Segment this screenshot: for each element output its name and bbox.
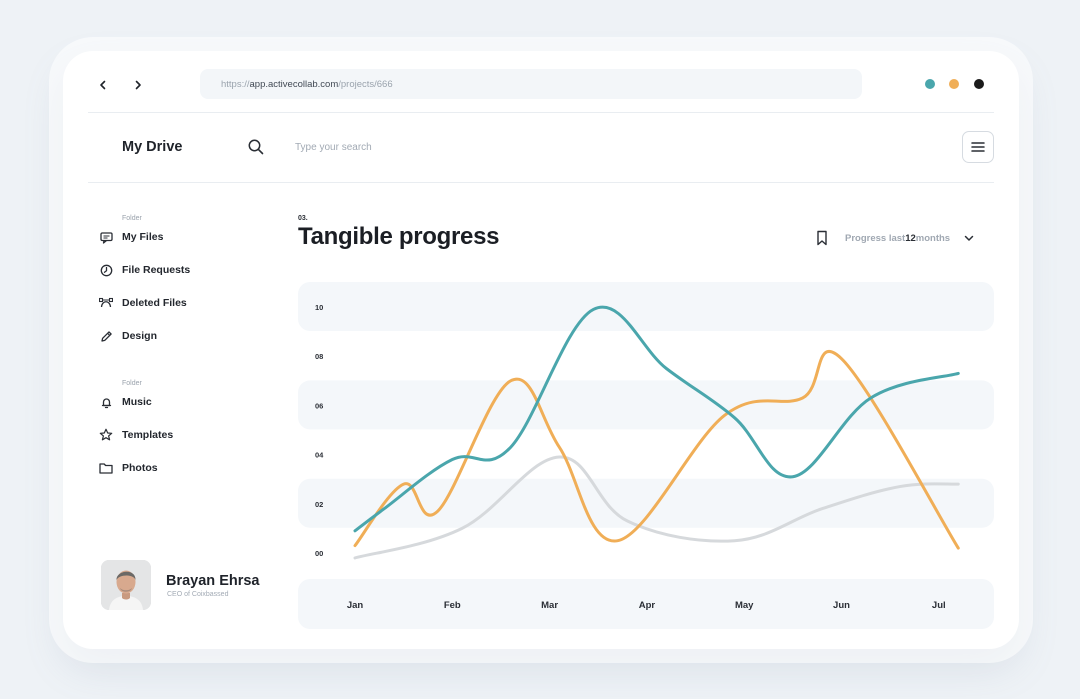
sidebar-item-my-files[interactable]: My Files bbox=[99, 228, 163, 246]
window-dot-teal[interactable] bbox=[925, 79, 935, 89]
x-tick-label: Jul bbox=[932, 600, 946, 611]
folder-group-label: Folder bbox=[122, 215, 142, 222]
series-line-1 bbox=[353, 349, 960, 550]
window-dot-orange[interactable] bbox=[949, 79, 959, 89]
y-tick-label: 00 bbox=[315, 549, 323, 558]
sidebar-item-design[interactable]: Design bbox=[99, 327, 157, 345]
y-tick-label: 06 bbox=[315, 401, 323, 410]
bookmark-button[interactable] bbox=[815, 230, 829, 246]
folder-group-label: Folder bbox=[122, 380, 142, 387]
section-number: 03. bbox=[298, 215, 308, 222]
sidebar-item-music[interactable]: Music bbox=[99, 393, 152, 411]
menu-button[interactable] bbox=[962, 131, 994, 163]
y-tick-label: 10 bbox=[315, 303, 323, 312]
divider bbox=[88, 182, 994, 183]
browser-window: https://app.activecollab.com/projects/66… bbox=[63, 51, 1019, 649]
sidebar-item-file-requests[interactable]: File Requests bbox=[99, 261, 190, 279]
app-title: My Drive bbox=[122, 139, 183, 155]
grid-band bbox=[298, 380, 994, 430]
y-tick-label: 02 bbox=[315, 500, 323, 509]
bell-icon bbox=[99, 395, 113, 409]
chevron-down-icon bbox=[963, 231, 977, 245]
sidebar-item-label: Templates bbox=[122, 429, 174, 441]
x-axis-band bbox=[298, 579, 994, 629]
period-select[interactable]: Progress last 12 months bbox=[845, 230, 977, 246]
period-suffix: months bbox=[915, 232, 951, 244]
sidebar-item-label: My Files bbox=[122, 231, 164, 243]
profile-name: Brayan Ehrsa bbox=[166, 573, 260, 589]
profile-role: CEO of Coixbassed bbox=[167, 591, 229, 598]
x-tick-label: Apr bbox=[639, 600, 656, 611]
sidebar-item-label: Photos bbox=[122, 462, 158, 474]
progress-line-chart: 00 02 04 06 08 10 Jan Feb Mar Apr May Jun Jul bbox=[298, 282, 994, 629]
period-value: 12 bbox=[905, 232, 916, 244]
search-icon[interactable] bbox=[247, 138, 265, 156]
x-tick-label: Jun bbox=[833, 600, 850, 611]
url-scheme: https:// bbox=[221, 78, 250, 90]
y-tick-label: 04 bbox=[315, 451, 324, 460]
grid-band bbox=[298, 478, 994, 528]
sidebar-item-label: Music bbox=[122, 396, 152, 408]
series-line-0 bbox=[353, 305, 960, 533]
chevron-left-icon bbox=[100, 80, 106, 90]
window-dot-black[interactable] bbox=[974, 79, 984, 89]
sidebar-item-deleted-files[interactable]: Deleted Files bbox=[99, 294, 187, 312]
chat-bubble-icon bbox=[99, 230, 113, 244]
back-button[interactable] bbox=[93, 75, 113, 95]
sidebar-item-photos[interactable]: Photos bbox=[99, 459, 158, 477]
x-tick-label: Feb bbox=[444, 600, 461, 611]
sidebar-item-label: Design bbox=[122, 330, 158, 342]
folder-icon bbox=[99, 461, 113, 475]
sidebar-item-templates[interactable]: Templates bbox=[99, 426, 173, 444]
bezier-curve-icon bbox=[99, 296, 113, 310]
sidebar-item-label: Deleted Files bbox=[122, 297, 187, 309]
x-tick-label: Mar bbox=[541, 600, 558, 611]
x-tick-label: Jan bbox=[347, 600, 364, 611]
clock-icon bbox=[99, 263, 113, 277]
period-prefix: Progress last bbox=[845, 232, 906, 244]
url-path: /projects/666 bbox=[338, 78, 393, 90]
grid-band bbox=[298, 282, 994, 331]
series-line-2 bbox=[353, 455, 960, 560]
pencil-icon bbox=[99, 329, 113, 343]
address-bar[interactable]: https://app.activecollab.com/projects/66… bbox=[200, 69, 862, 99]
sidebar-item-label: File Requests bbox=[122, 264, 191, 276]
hamburger-icon bbox=[971, 142, 985, 152]
url-host: app.activecollab.com bbox=[249, 78, 339, 90]
avatar[interactable] bbox=[101, 560, 151, 610]
x-tick-label: May bbox=[735, 600, 754, 611]
divider bbox=[88, 112, 994, 113]
chevron-right-icon bbox=[135, 80, 141, 90]
chart-title: Tangible progress bbox=[298, 223, 500, 250]
forward-button[interactable] bbox=[128, 75, 148, 95]
star-icon bbox=[99, 428, 113, 442]
search-input[interactable] bbox=[295, 135, 595, 159]
y-tick-label: 08 bbox=[315, 352, 323, 361]
bookmark-icon bbox=[817, 230, 827, 246]
